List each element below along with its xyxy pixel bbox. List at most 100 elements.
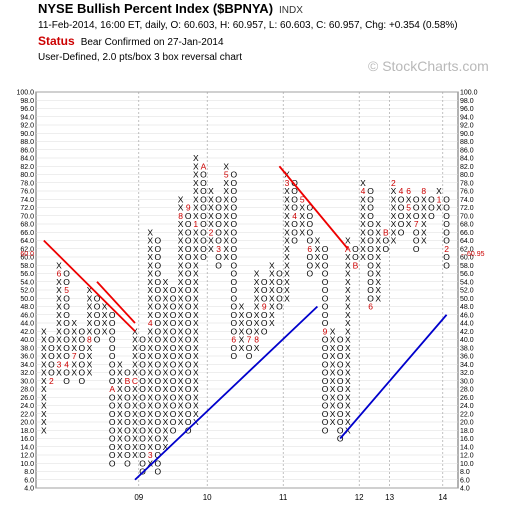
o-box: O bbox=[170, 343, 177, 353]
x-box: X bbox=[193, 318, 199, 328]
o-box: O bbox=[428, 211, 435, 221]
x-box: X bbox=[254, 318, 260, 328]
x-box: X bbox=[299, 219, 305, 229]
o-box: O bbox=[154, 434, 161, 444]
x-box: X bbox=[391, 211, 397, 221]
x-box: X bbox=[87, 293, 93, 303]
y-tick-label-right: 20.0 bbox=[460, 420, 474, 427]
o-box: O bbox=[63, 335, 70, 345]
o-box: O bbox=[109, 417, 116, 427]
o-box: O bbox=[94, 310, 101, 320]
o-box: O bbox=[230, 244, 237, 254]
o-box: O bbox=[170, 326, 177, 336]
o-box: O bbox=[337, 384, 344, 394]
x-box: X bbox=[178, 252, 184, 262]
o-box: O bbox=[154, 244, 161, 254]
y-tick-label-right: 80.0 bbox=[460, 172, 474, 179]
x-box: X bbox=[117, 368, 123, 378]
o-box: O bbox=[185, 236, 192, 246]
x-box: X bbox=[421, 211, 427, 221]
x-box: X bbox=[345, 260, 351, 270]
o-box: O bbox=[94, 302, 101, 312]
o-box: O bbox=[154, 318, 161, 328]
o-box: O bbox=[322, 409, 329, 419]
x-box: X bbox=[360, 203, 366, 213]
o-box: O bbox=[78, 335, 85, 345]
o-box: O bbox=[154, 467, 161, 477]
x-box: X bbox=[178, 368, 184, 378]
x-box: X bbox=[87, 285, 93, 295]
y-tick-label-right: 58.0 bbox=[460, 263, 474, 270]
x-box: X bbox=[436, 186, 442, 196]
o-box: O bbox=[261, 277, 268, 287]
x-box: X bbox=[178, 392, 184, 402]
y-tick-label-right: 8.0 bbox=[460, 469, 470, 476]
x-box: X bbox=[284, 252, 290, 262]
o-box: O bbox=[139, 351, 146, 361]
x-box: X bbox=[56, 326, 62, 336]
o-box: O bbox=[185, 376, 192, 386]
o-box: O bbox=[230, 194, 237, 204]
o-box: O bbox=[322, 260, 329, 270]
month-marker: 2 bbox=[49, 376, 54, 386]
exchange-label: INDX bbox=[279, 5, 303, 16]
x-tick-label: 10 bbox=[203, 493, 212, 502]
x-box: X bbox=[330, 376, 336, 386]
x-box: X bbox=[391, 227, 397, 237]
x-box: X bbox=[178, 285, 184, 295]
o-box: O bbox=[154, 442, 161, 452]
o-box: O bbox=[109, 450, 116, 460]
o-box: O bbox=[139, 368, 146, 378]
month-marker: 6 bbox=[231, 335, 236, 345]
o-box: O bbox=[124, 434, 131, 444]
month-marker: A bbox=[201, 161, 207, 171]
o-box: O bbox=[200, 236, 207, 246]
o-box: O bbox=[170, 376, 177, 386]
o-box: O bbox=[109, 458, 116, 468]
x-box: X bbox=[163, 376, 169, 386]
x-box: X bbox=[193, 170, 199, 180]
x-box: X bbox=[147, 236, 153, 246]
x-box: X bbox=[102, 326, 108, 336]
x-box: X bbox=[193, 211, 199, 221]
x-box: X bbox=[254, 326, 260, 336]
x-box: X bbox=[193, 285, 199, 295]
x-box: X bbox=[269, 260, 275, 270]
o-box: O bbox=[170, 285, 177, 295]
x-box: X bbox=[132, 392, 138, 402]
o-box: O bbox=[367, 219, 374, 229]
y-tick-label-left: 58.0 bbox=[20, 263, 34, 270]
x-box: X bbox=[421, 194, 427, 204]
o-box: O bbox=[78, 351, 85, 361]
x-box: X bbox=[193, 153, 199, 163]
x-box: X bbox=[193, 384, 199, 394]
x-box: X bbox=[406, 219, 412, 229]
x-box: X bbox=[284, 227, 290, 237]
x-box: X bbox=[87, 359, 93, 369]
x-box: X bbox=[360, 244, 366, 254]
y-tick-label-left: 100.0 bbox=[16, 90, 34, 97]
y-tick-label-right: 52.0 bbox=[460, 288, 474, 295]
x-box: X bbox=[178, 326, 184, 336]
x-box: X bbox=[178, 260, 184, 270]
x-box: X bbox=[41, 401, 47, 411]
y-tick-label-left: 68.0 bbox=[20, 222, 34, 229]
o-box: O bbox=[124, 442, 131, 452]
o-box: O bbox=[63, 326, 70, 336]
x-box: X bbox=[132, 326, 138, 336]
o-box: O bbox=[154, 343, 161, 353]
o-box: O bbox=[322, 269, 329, 279]
x-box: X bbox=[360, 236, 366, 246]
o-box: O bbox=[306, 269, 313, 279]
y-tick-label-right: 24.0 bbox=[460, 403, 474, 410]
o-box: O bbox=[170, 368, 177, 378]
month-marker: 4 bbox=[292, 211, 297, 221]
o-box: O bbox=[139, 442, 146, 452]
y-tick-label-left: 6.0 bbox=[24, 477, 34, 484]
o-box: O bbox=[322, 384, 329, 394]
month-marker: B bbox=[383, 227, 389, 237]
o-box: O bbox=[200, 227, 207, 237]
o-box: O bbox=[48, 359, 55, 369]
x-box: X bbox=[360, 219, 366, 229]
x-box: X bbox=[269, 293, 275, 303]
